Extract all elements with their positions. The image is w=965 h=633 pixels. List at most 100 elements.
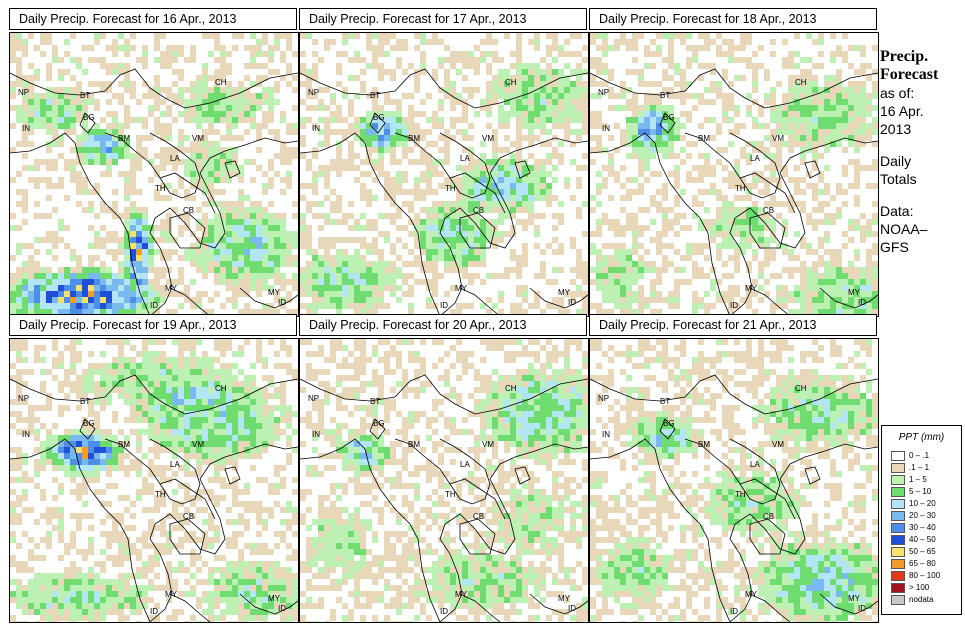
country-borders xyxy=(10,68,298,316)
country-label: ID xyxy=(440,607,448,616)
country-label: MY xyxy=(745,284,758,293)
daily-label: Daily xyxy=(880,153,912,169)
legend-label: nodata xyxy=(909,595,934,604)
country-label: CH xyxy=(795,384,807,393)
country-label: TH xyxy=(445,490,456,499)
country-label: BG xyxy=(373,419,385,428)
precip-field xyxy=(10,33,298,316)
country-label: LA xyxy=(460,154,470,163)
country-label: TH xyxy=(735,490,746,499)
country-label: CB xyxy=(183,512,194,521)
country-borders xyxy=(300,374,588,622)
country-label: TH xyxy=(155,490,166,499)
country-label: CH xyxy=(215,384,227,393)
country-label: BT xyxy=(80,397,90,406)
country-label: MY xyxy=(268,288,281,297)
legend-label: 30 – 40 xyxy=(909,523,936,532)
country-borders xyxy=(10,374,298,622)
country-label: VM xyxy=(482,440,494,449)
asof-year: 2013 xyxy=(880,121,912,137)
heading-precip: Precip. xyxy=(880,48,929,65)
country-label: MY xyxy=(165,284,178,293)
panel-title: Daily Precip. Forecast for 17 Apr., 2013 xyxy=(299,8,587,30)
country-label: CH xyxy=(505,78,517,87)
legend-label: 50 – 65 xyxy=(909,547,936,556)
legend-label: 10 – 20 xyxy=(909,499,936,508)
legend-label: 1 – 5 xyxy=(909,475,927,484)
country-label: VM xyxy=(192,134,204,143)
country-label: CH xyxy=(795,78,807,87)
legend-label: 80 – 100 xyxy=(909,571,941,580)
country-label: BT xyxy=(80,91,90,100)
country-label: IN xyxy=(22,430,30,439)
country-label: IN xyxy=(312,430,320,439)
ppt-legend: PPT (mm) 0 – .1 .1 – 1 1 – 5 5 – 10 10 – 20 2… xyxy=(881,425,962,615)
country-borders xyxy=(300,68,588,316)
country-label: ID xyxy=(278,604,286,613)
country-label: ID xyxy=(730,607,738,616)
country-label: ID xyxy=(278,298,286,307)
country-label: TH xyxy=(155,184,166,193)
legend-swatch xyxy=(891,451,905,461)
precip-map: NP BT IN BG BM CH VM LA TH CB MY ID ID MY xyxy=(299,338,589,623)
country-label: MY xyxy=(848,594,861,603)
country-label: LA xyxy=(460,460,470,469)
country-label: BM xyxy=(698,134,710,143)
country-label: CB xyxy=(183,206,194,215)
country-label: NP xyxy=(598,394,609,403)
panel-title: Daily Precip. Forecast for 21 Apr., 2013 xyxy=(589,314,877,336)
legend-swatch xyxy=(891,487,905,497)
country-label: CH xyxy=(505,384,517,393)
country-label: MY xyxy=(455,284,468,293)
legend-swatch xyxy=(891,535,905,545)
country-label: BG xyxy=(663,113,675,122)
legend-label: 5 – 10 xyxy=(909,487,932,496)
totals-label: Totals xyxy=(880,171,917,187)
legend-label: 0 – .1 xyxy=(909,451,930,460)
country-label: MY xyxy=(268,594,281,603)
panel-title: Daily Precip. Forecast for 18 Apr., 2013 xyxy=(589,8,877,30)
precip-map: NP BT IN BG BM CH VM LA TH CB MY ID ID MY xyxy=(9,32,299,317)
country-label: IN xyxy=(312,124,320,133)
data-source-1: NOAA– xyxy=(880,221,928,237)
precip-field xyxy=(300,33,588,316)
country-label: BT xyxy=(660,397,670,406)
legend-swatch xyxy=(891,499,905,509)
country-label: LA xyxy=(750,460,760,469)
country-label: NP xyxy=(18,394,29,403)
asof-date: 16 Apr. xyxy=(880,103,924,119)
country-label: MY xyxy=(848,288,861,297)
legend-swatch xyxy=(891,595,905,605)
precip-map: NP BT IN BG BM CH VM LA TH CB MY ID ID MY xyxy=(589,32,879,317)
country-label: IN xyxy=(602,430,610,439)
country-label: ID xyxy=(858,298,866,307)
legend-label: 20 – 30 xyxy=(909,511,936,520)
data-label: Data: xyxy=(880,203,914,219)
country-label: VM xyxy=(772,134,784,143)
country-label: NP xyxy=(18,88,29,97)
country-label: IN xyxy=(22,124,30,133)
country-label: LA xyxy=(170,154,180,163)
country-label: NP xyxy=(308,88,319,97)
country-label: BT xyxy=(370,397,380,406)
country-label: MY xyxy=(558,288,571,297)
legend-label: 65 – 80 xyxy=(909,559,936,568)
country-label: MY xyxy=(165,590,178,599)
country-label: VM xyxy=(482,134,494,143)
panel-title: Daily Precip. Forecast for 20 Apr., 2013 xyxy=(299,314,587,336)
country-label: CB xyxy=(763,206,774,215)
precip-field xyxy=(590,339,878,622)
forecast-info: Precip. Forecast as of: 16 Apr. 2013 Dai… xyxy=(880,48,964,256)
data-source-2: GFS xyxy=(880,239,909,255)
precip-field xyxy=(10,339,298,622)
country-label: BG xyxy=(83,113,95,122)
country-label: CH xyxy=(215,78,227,87)
country-label: BG xyxy=(663,419,675,428)
country-label: ID xyxy=(730,301,738,310)
country-label: BT xyxy=(660,91,670,100)
country-label: VM xyxy=(772,440,784,449)
